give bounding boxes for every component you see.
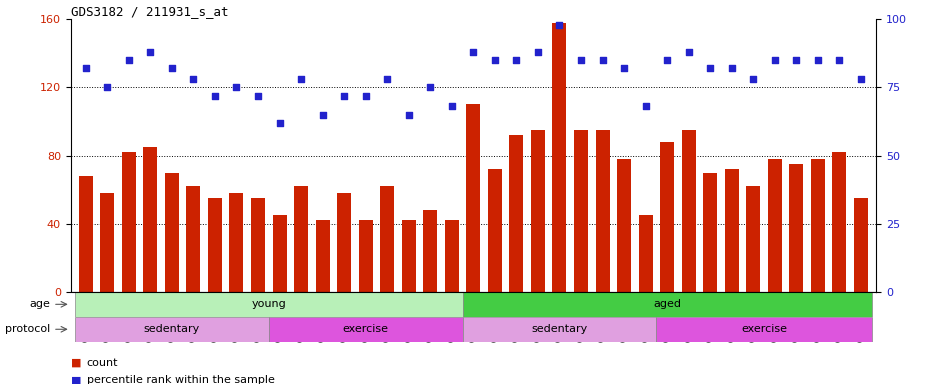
Bar [401, 220, 415, 292]
Point [788, 57, 804, 63]
Point [768, 57, 783, 63]
FancyBboxPatch shape [463, 292, 871, 317]
Bar [165, 172, 179, 292]
Point [358, 93, 373, 99]
Bar [359, 220, 373, 292]
Point [401, 112, 416, 118]
Bar [724, 169, 739, 292]
Bar [768, 159, 782, 292]
Text: exercise: exercise [741, 324, 788, 334]
Bar [316, 220, 330, 292]
FancyBboxPatch shape [463, 317, 657, 342]
Bar [660, 142, 674, 292]
Bar [466, 104, 480, 292]
Bar [595, 130, 609, 292]
Text: young: young [252, 299, 286, 310]
Bar [294, 186, 308, 292]
Point [423, 84, 438, 91]
Point [853, 76, 869, 82]
Point [487, 57, 502, 63]
Point [724, 65, 739, 71]
Bar [79, 176, 92, 292]
Text: ■: ■ [71, 375, 81, 384]
Bar [682, 130, 696, 292]
Point [143, 49, 158, 55]
Bar [789, 164, 804, 292]
Text: percentile rank within the sample: percentile rank within the sample [87, 375, 274, 384]
Point [810, 57, 825, 63]
Bar [488, 169, 502, 292]
FancyBboxPatch shape [268, 317, 463, 342]
Text: exercise: exercise [343, 324, 389, 334]
Text: ■: ■ [71, 358, 81, 368]
Bar [100, 193, 114, 292]
Bar [531, 130, 545, 292]
Bar [272, 215, 286, 292]
Text: aged: aged [653, 299, 681, 310]
Bar [639, 215, 653, 292]
Bar [122, 152, 136, 292]
FancyBboxPatch shape [75, 292, 463, 317]
Text: age: age [29, 299, 51, 310]
Bar [143, 147, 157, 292]
Bar [833, 152, 847, 292]
Text: GDS3182 / 211931_s_at: GDS3182 / 211931_s_at [71, 5, 228, 18]
Point [595, 57, 610, 63]
Point [294, 76, 309, 82]
Bar [187, 186, 201, 292]
Point [445, 103, 460, 109]
Bar [704, 172, 717, 292]
Point [186, 76, 201, 82]
Point [703, 65, 718, 71]
Bar [423, 210, 437, 292]
Bar [230, 193, 243, 292]
Point [746, 76, 761, 82]
Text: sedentary: sedentary [531, 324, 588, 334]
Bar [854, 198, 868, 292]
Point [315, 112, 330, 118]
Point [509, 57, 524, 63]
Bar [510, 135, 524, 292]
Point [530, 49, 545, 55]
Point [78, 65, 93, 71]
Text: count: count [87, 358, 118, 368]
Bar [208, 198, 222, 292]
FancyBboxPatch shape [75, 317, 268, 342]
Point [122, 57, 137, 63]
Point [164, 65, 179, 71]
Point [100, 84, 115, 91]
Point [681, 49, 696, 55]
Point [272, 120, 287, 126]
Point [251, 93, 266, 99]
Point [659, 57, 674, 63]
Bar [811, 159, 825, 292]
FancyBboxPatch shape [657, 317, 871, 342]
Bar [445, 220, 459, 292]
Text: sedentary: sedentary [144, 324, 200, 334]
Bar [251, 198, 265, 292]
Bar [574, 130, 588, 292]
Point [574, 57, 589, 63]
Bar [617, 159, 631, 292]
Point [465, 49, 480, 55]
Bar [553, 23, 566, 292]
Bar [746, 186, 760, 292]
Text: protocol: protocol [6, 324, 51, 334]
Point [638, 103, 653, 109]
Point [832, 57, 847, 63]
Point [380, 76, 395, 82]
Point [207, 93, 222, 99]
Point [617, 65, 632, 71]
Point [552, 22, 567, 28]
Point [229, 84, 244, 91]
Point [336, 93, 351, 99]
Bar [337, 193, 351, 292]
Bar [381, 186, 394, 292]
